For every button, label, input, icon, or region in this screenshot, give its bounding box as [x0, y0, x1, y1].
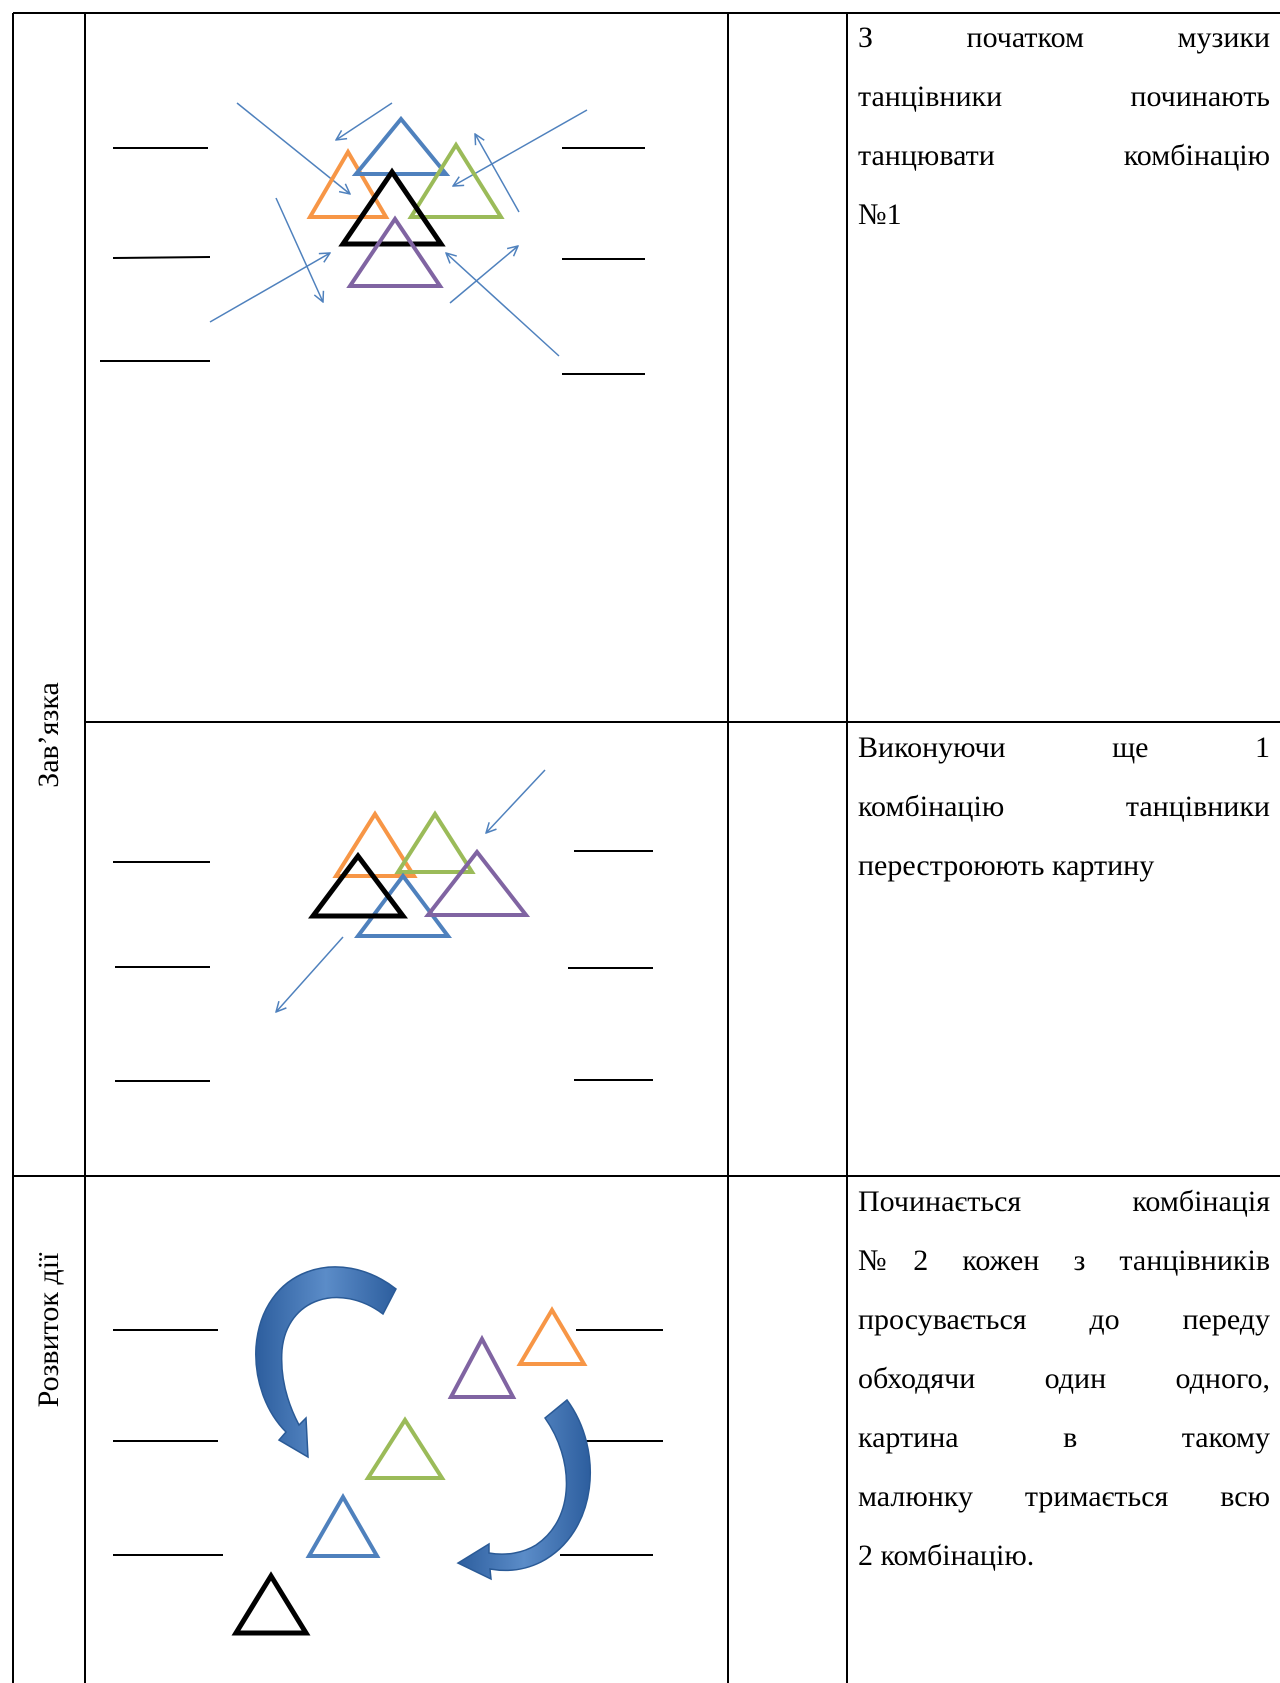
movement-arrow — [209, 253, 330, 323]
description-line: картина в такому — [858, 1421, 1270, 1454]
dancer-green-triangle — [364, 1416, 446, 1480]
description-line: 2 комбінацію. — [858, 1539, 1035, 1572]
dancer-blue-triangle — [305, 1492, 381, 1558]
dancer-blue-triangle — [354, 872, 452, 938]
description-line: малюнку тримається всю — [858, 1480, 1270, 1513]
movement-arrow — [446, 253, 560, 357]
dancer-black-triangle — [231, 1571, 311, 1636]
stage-mark-line — [112, 256, 211, 259]
movement-arrow — [486, 769, 546, 833]
description-row-2: Виконуючи ще 1 комбінацію танцівники пер… — [858, 718, 1270, 895]
description-line: танцювати комбінацію — [858, 139, 1270, 172]
dancer-green-triangle — [394, 810, 476, 874]
description-line: танцівники починають — [858, 80, 1270, 113]
curved-arrow-right — [456, 1398, 591, 1581]
dancer-black-triangle — [308, 851, 408, 919]
movement-arrow — [475, 134, 520, 213]
formation-diagram-2 — [113, 769, 653, 1082]
description-line: просувається до переду — [858, 1303, 1270, 1336]
description-row-1: З початком музики танцівники починають т… — [858, 8, 1270, 244]
dancer-purple-triangle — [346, 215, 444, 288]
formation-diagram-1 — [100, 102, 645, 375]
dancer-purple-triangle — [447, 1334, 517, 1399]
description-line: №2 кожен з танцівників — [858, 1244, 1270, 1277]
movement-arrow — [449, 246, 518, 304]
dancer-green-triangle — [407, 141, 505, 219]
curved-arrow-left — [255, 1266, 397, 1459]
dancer-orange-triangle — [306, 148, 390, 219]
movement-arrow — [276, 936, 344, 1012]
movement-arrow — [336, 102, 393, 140]
description-line: перестроюють картину — [858, 849, 1155, 882]
description-line: Виконуючи ще 1 — [858, 731, 1270, 764]
description-line: комбінацію танцівники — [858, 790, 1270, 823]
dancer-purple-triangle — [423, 848, 531, 917]
description-line: обходячи один одного, — [858, 1362, 1270, 1395]
description-row-3: Починається комбінація №2 кожен з танців… — [858, 1172, 1270, 1585]
description-line: №1 — [858, 198, 902, 231]
description-line: Починається комбінація — [858, 1185, 1270, 1218]
dancer-orange-triangle — [516, 1306, 588, 1366]
formation-diagram-3 — [113, 1266, 663, 1636]
movement-arrow — [275, 197, 323, 302]
dancer-black-triangle — [338, 167, 446, 247]
description-line: З початком музики — [858, 21, 1270, 54]
dancer-blue-triangle — [351, 115, 451, 176]
